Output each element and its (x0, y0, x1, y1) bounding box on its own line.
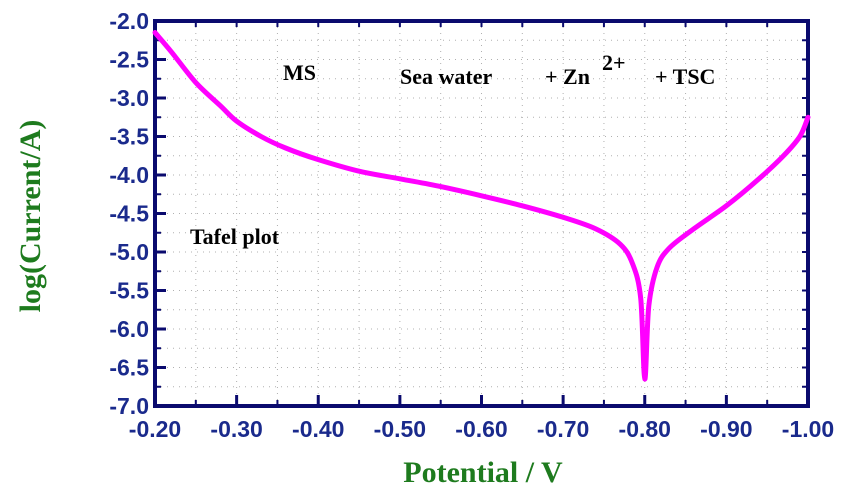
y-tick-label: -7.0 (109, 393, 149, 419)
annotation-tsc: + TSC (655, 64, 715, 89)
annotation-medium: Sea water (400, 64, 492, 89)
y-tick-labels: -2.0 -2.5 -3.0 -3.5 -4.0 -4.5 -5.0 -5.5 -6.0 -6.5… (109, 8, 149, 419)
y-tick-label: -2.5 (109, 47, 149, 73)
y-tick-label: -3.0 (109, 85, 149, 111)
x-tick-label: -0.70 (537, 416, 589, 442)
y-tick-label: -4.0 (109, 162, 149, 188)
x-tick-label: -0.30 (210, 416, 262, 442)
x-axis-title: Potential / V (403, 456, 563, 489)
y-tick-label: -5.5 (109, 278, 149, 304)
x-tick-label: -0.40 (292, 416, 344, 442)
y-tick-label: -3.5 (109, 124, 149, 150)
annotation-zn-superscript: 2+ (602, 50, 626, 75)
x-tick-label: -1.00 (782, 416, 834, 442)
annotation-sample: MS (283, 60, 316, 85)
x-tick-labels: -0.20 -0.30 -0.40 -0.50 -0.60 -0.70 -0.80 -0.90… (129, 416, 834, 442)
annotation-plot-type: Tafel plot (190, 224, 280, 249)
annotation-zn: + Zn (545, 64, 590, 89)
y-tick-label: -6.5 (109, 355, 149, 381)
x-tick-label: -0.60 (455, 416, 507, 442)
y-tick-label: -5.0 (109, 239, 149, 265)
x-tick-label: -0.90 (700, 416, 752, 442)
x-tick-label: -0.50 (374, 416, 426, 442)
x-tick-label: -0.20 (129, 416, 181, 442)
y-tick-label: -6.0 (109, 316, 149, 342)
y-axis-title: log(Current/A) (14, 120, 47, 313)
x-tick-label: -0.80 (619, 416, 671, 442)
ticks (153, 19, 810, 408)
series-line (152, 30, 811, 382)
y-tick-label: -4.5 (109, 201, 149, 227)
y-tick-label: -2.0 (109, 8, 149, 34)
